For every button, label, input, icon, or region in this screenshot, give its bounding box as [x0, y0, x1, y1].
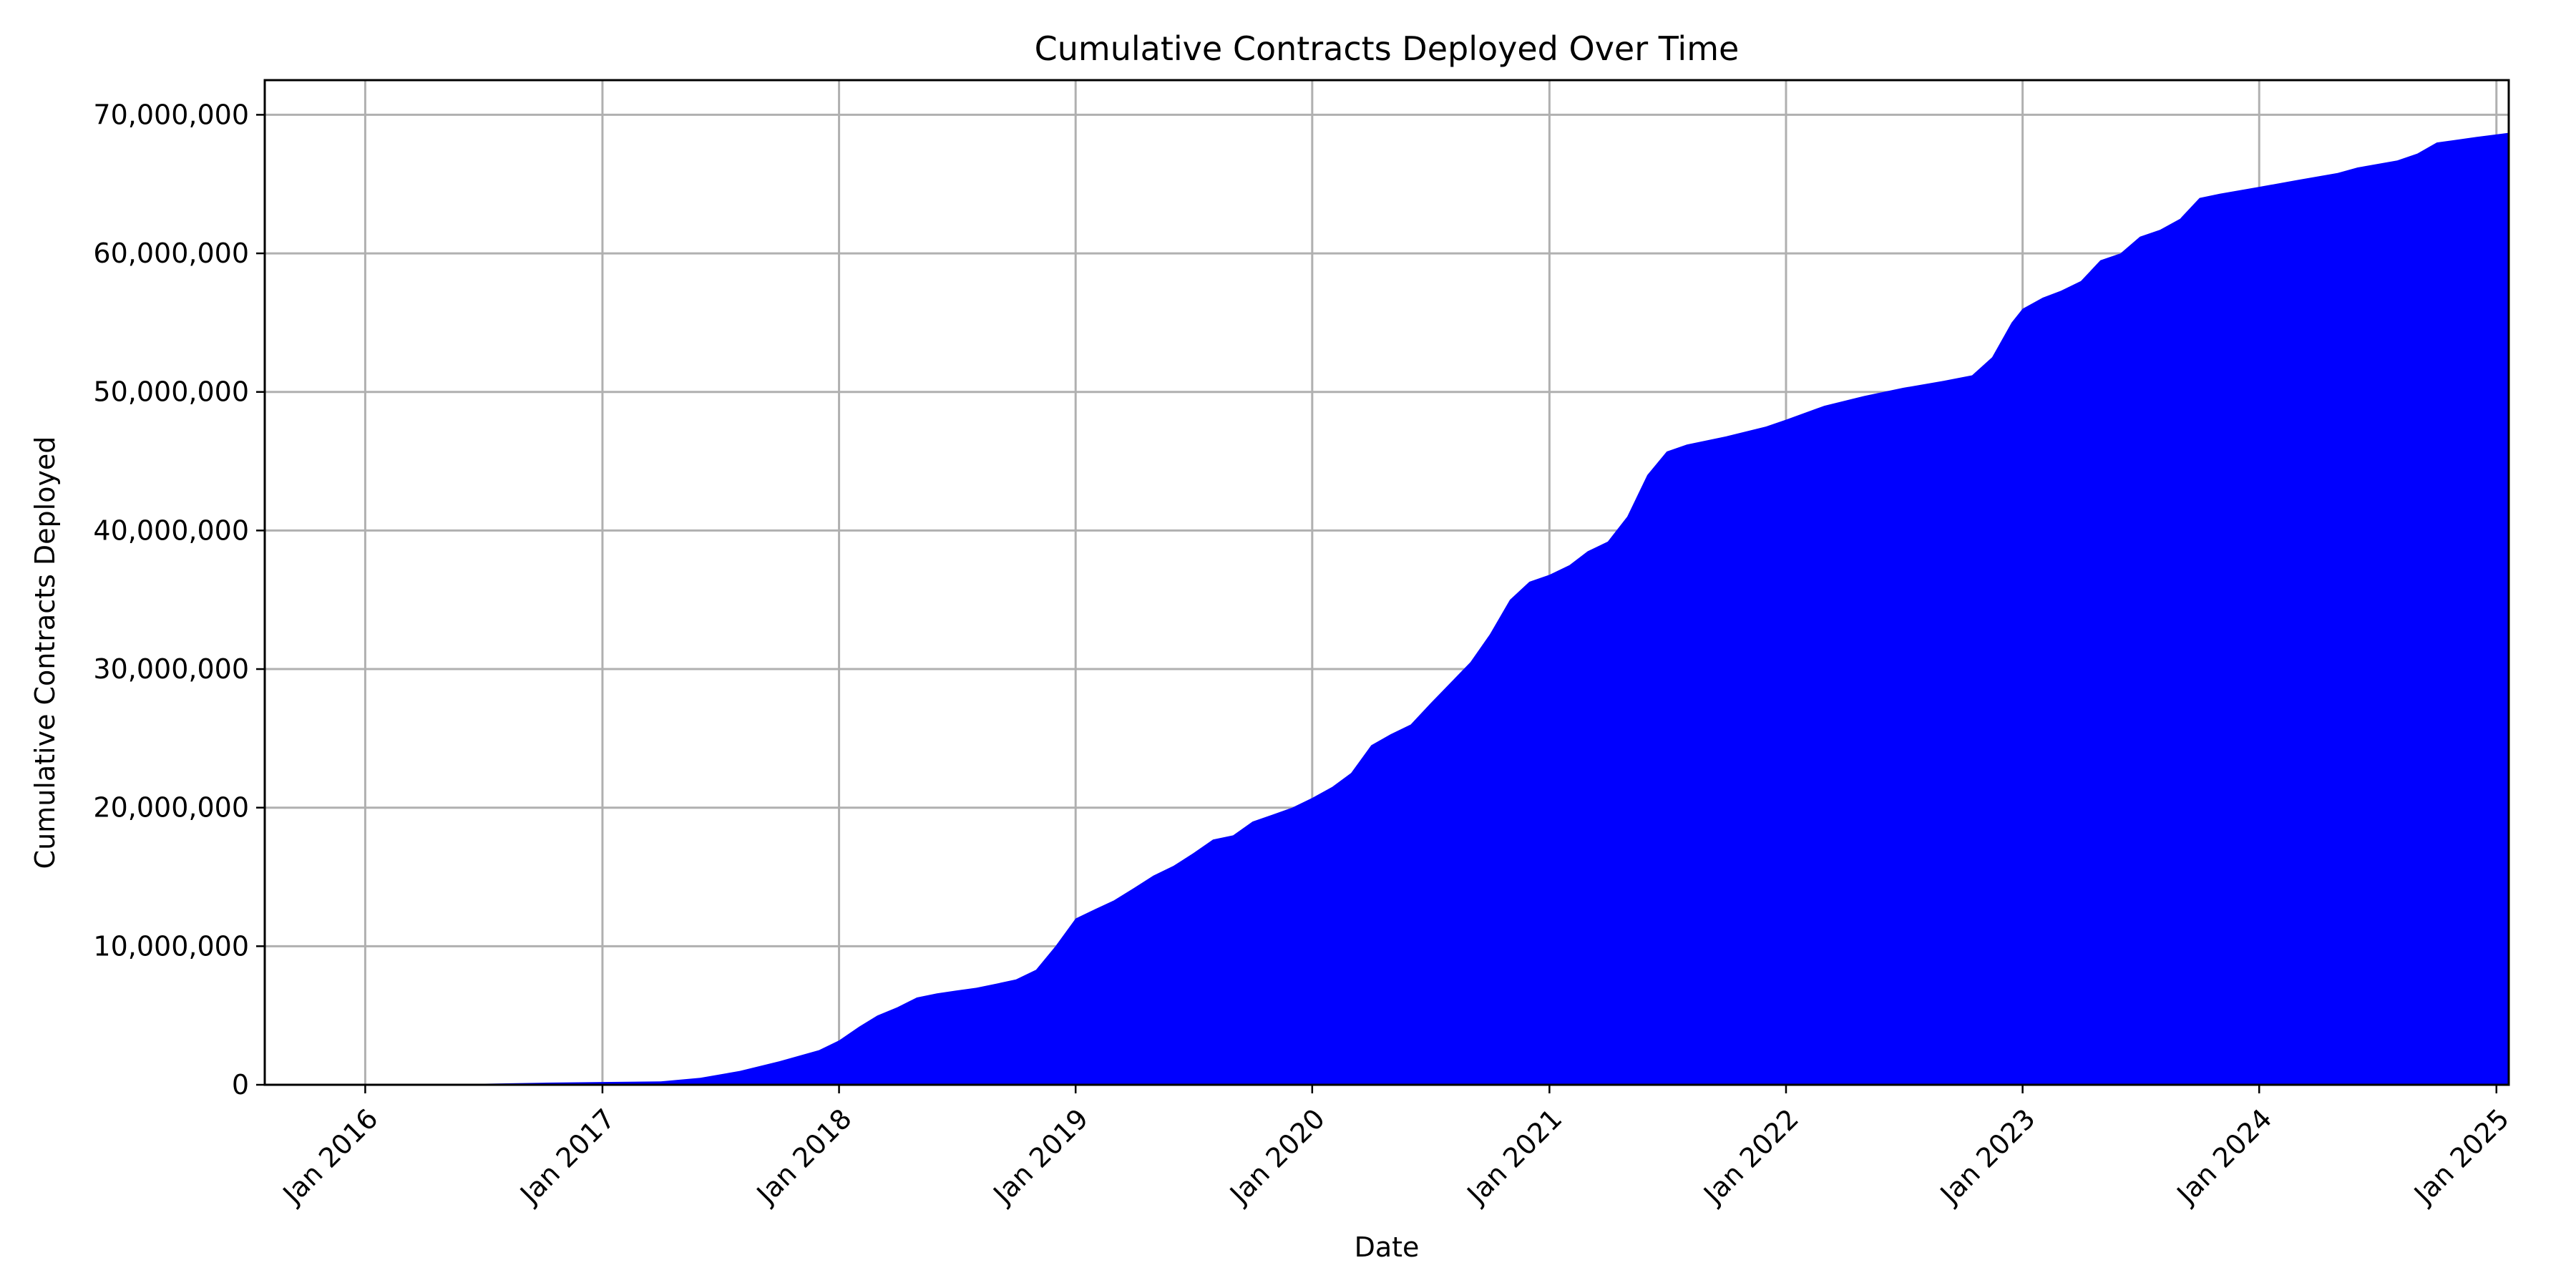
y-tick-label: 20,000,000 — [93, 792, 249, 824]
y-tick-label: 30,000,000 — [93, 653, 249, 685]
y-axis-label: Cumulative Contracts Deployed — [29, 436, 61, 869]
chart-title: Cumulative Contracts Deployed Over Time — [1035, 29, 1740, 68]
y-tick-label: 70,000,000 — [93, 99, 249, 130]
area-fill — [265, 132, 2509, 1085]
plot-frame — [263, 79, 2510, 1086]
x-axis-label: Date — [1355, 1231, 1420, 1263]
y-tick-label: 60,000,000 — [93, 238, 249, 269]
y-tick-label: 10,000,000 — [93, 930, 249, 962]
y-tick-label: 0 — [232, 1069, 249, 1101]
area-series — [265, 132, 2509, 1085]
y-tick-label: 50,000,000 — [93, 376, 249, 408]
y-tick-label: 40,000,000 — [93, 514, 249, 546]
y-axis: 0 10,000,000 20,000,000 30,000,000 40,000,00… — [93, 99, 265, 1101]
